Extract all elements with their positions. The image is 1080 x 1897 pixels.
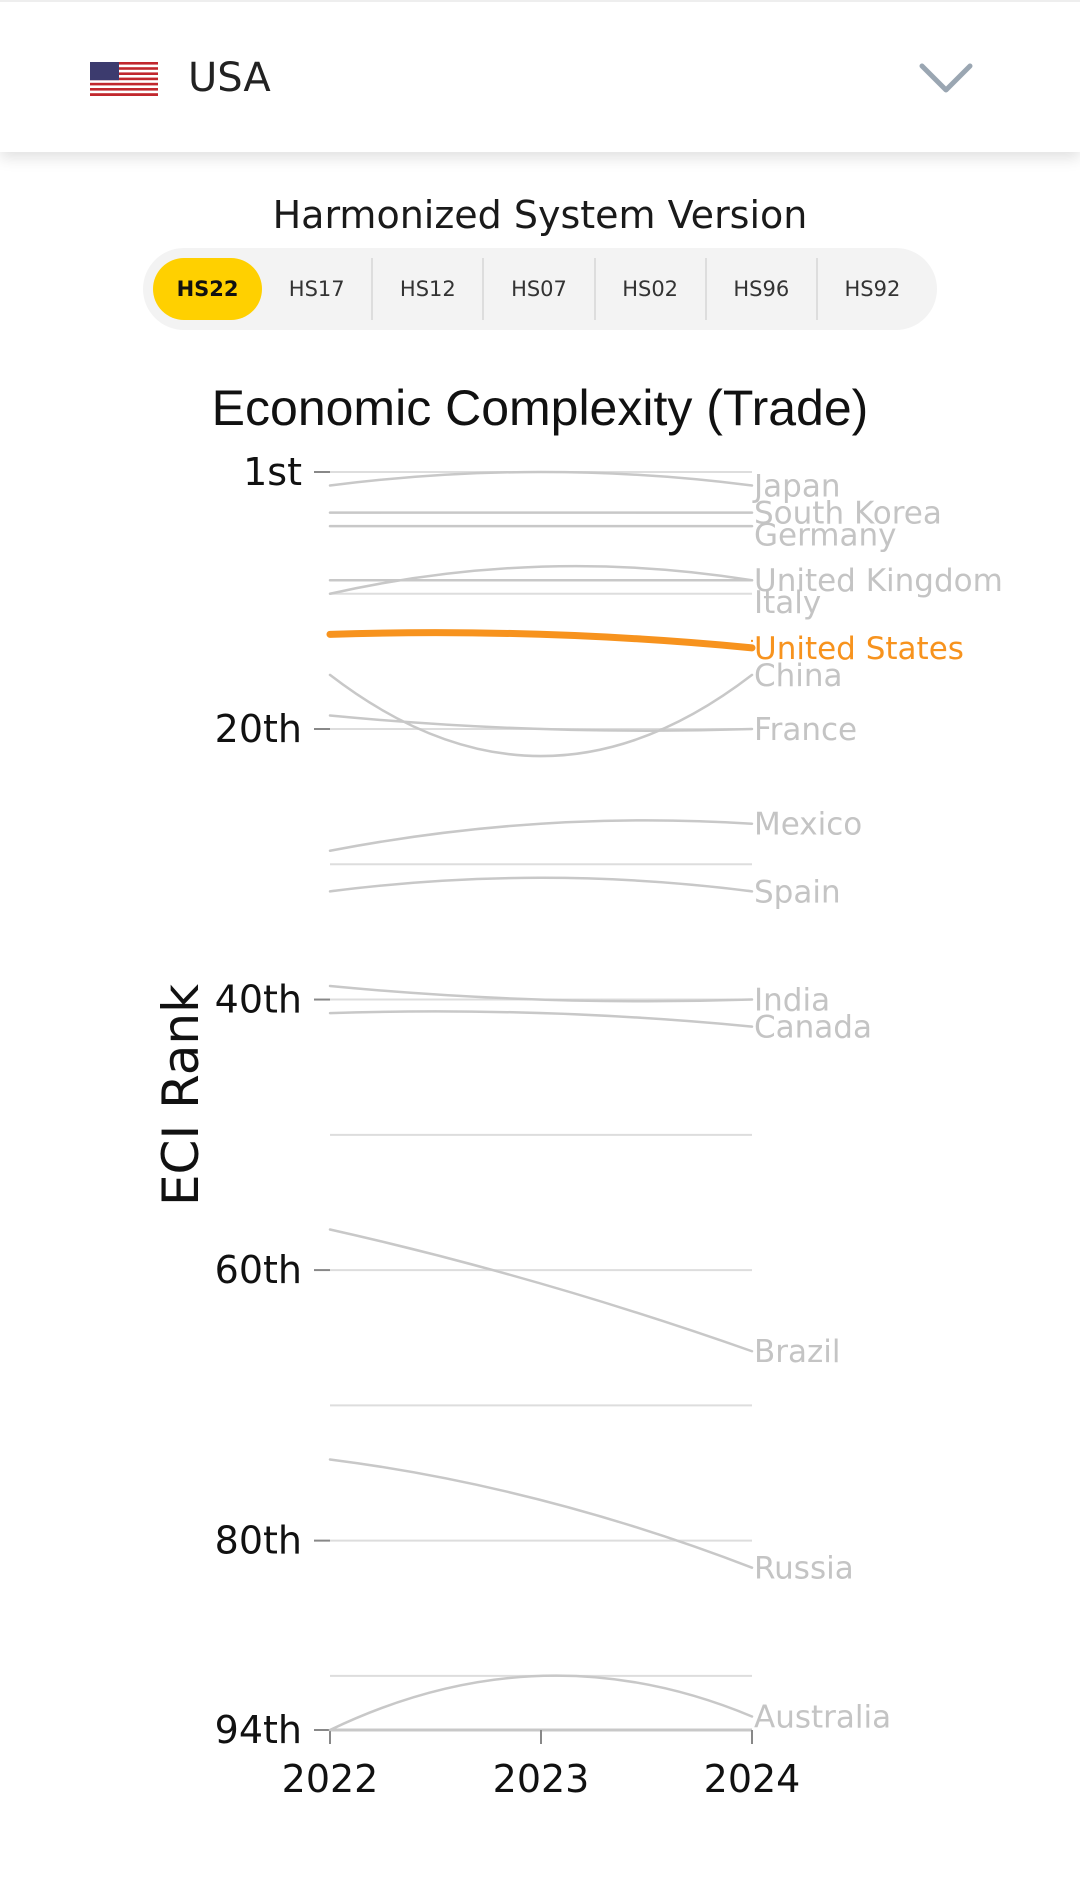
series-line-united-kingdom[interactable] bbox=[328, 564, 754, 595]
series-line-united-states[interactable] bbox=[326, 629, 756, 652]
hs-version-selector: HS22 HS17 HS12 HS07 HS02 HS96 HS92 bbox=[143, 248, 937, 330]
series-label-india[interactable]: India bbox=[754, 983, 830, 1019]
series-label-japan[interactable]: Japan bbox=[752, 469, 840, 505]
hs-tab-hs22[interactable]: HS22 bbox=[153, 258, 263, 320]
hs-tab-hs96[interactable]: HS96 bbox=[707, 258, 818, 320]
series-label-russia[interactable]: Russia bbox=[754, 1551, 854, 1587]
y-tick-label: 40th bbox=[215, 978, 302, 1022]
series-label-australia[interactable]: Australia bbox=[754, 1699, 891, 1735]
hs-tab-hs92[interactable]: HS92 bbox=[844, 277, 901, 301]
series-label-mexico[interactable]: Mexico bbox=[754, 807, 862, 843]
series-label-united-states[interactable]: United States bbox=[754, 631, 964, 667]
hs-tab-hs17[interactable]: HS17 bbox=[262, 258, 374, 320]
x-tick-label: 2022 bbox=[282, 1757, 379, 1801]
series-line-russia[interactable] bbox=[328, 1458, 754, 1569]
series-line-brazil[interactable] bbox=[328, 1228, 754, 1353]
country-name: USA bbox=[188, 55, 271, 101]
y-tick-label: 1st bbox=[243, 450, 302, 494]
hs-tab-hs02[interactable]: HS02 bbox=[596, 258, 707, 320]
y-tick-label: 80th bbox=[215, 1519, 302, 1563]
series-label-canada[interactable]: Canada bbox=[754, 1010, 872, 1046]
y-axis-label: ECI Rank bbox=[152, 984, 210, 1206]
x-tick-label: 2024 bbox=[704, 1757, 801, 1801]
series-line-spain[interactable] bbox=[328, 876, 754, 893]
series-line-china[interactable] bbox=[328, 673, 754, 758]
series-line-canada[interactable] bbox=[328, 1010, 754, 1028]
series-label-italy[interactable]: Italy bbox=[754, 585, 821, 621]
y-tick-label: 94th bbox=[215, 1708, 302, 1752]
series-line-india[interactable] bbox=[328, 984, 754, 1003]
series-line-mexico[interactable] bbox=[328, 819, 754, 853]
chart-title: Economic Complexity (Trade) bbox=[211, 380, 869, 436]
series-line-france[interactable] bbox=[328, 714, 754, 732]
series-label-china[interactable]: China bbox=[754, 658, 843, 694]
series-label-germany[interactable]: Germany bbox=[754, 518, 896, 554]
series-line-japan[interactable] bbox=[328, 470, 754, 487]
series-label-united-kingdom[interactable]: United Kingdom bbox=[754, 563, 1003, 599]
chevron-down-icon[interactable] bbox=[918, 58, 974, 98]
series-label-brazil[interactable]: Brazil bbox=[754, 1334, 841, 1370]
us-flag-icon bbox=[90, 62, 158, 96]
hs-tab-hs07[interactable]: HS07 bbox=[484, 258, 596, 320]
y-tick-label: 20th bbox=[215, 707, 302, 751]
series-label-france[interactable]: France bbox=[754, 712, 857, 748]
x-tick-label: 2023 bbox=[493, 1757, 590, 1801]
country-selector-header[interactable]: USA bbox=[0, 0, 1080, 152]
series-label-spain[interactable]: Spain bbox=[754, 874, 841, 910]
y-tick-label: 60th bbox=[215, 1248, 302, 1292]
hs-tab-hs12[interactable]: HS12 bbox=[373, 258, 485, 320]
hs-version-title: Harmonized System Version bbox=[272, 193, 808, 237]
series-line-australia[interactable] bbox=[328, 1674, 754, 1732]
series-label-south-korea[interactable]: South Korea bbox=[754, 496, 942, 532]
